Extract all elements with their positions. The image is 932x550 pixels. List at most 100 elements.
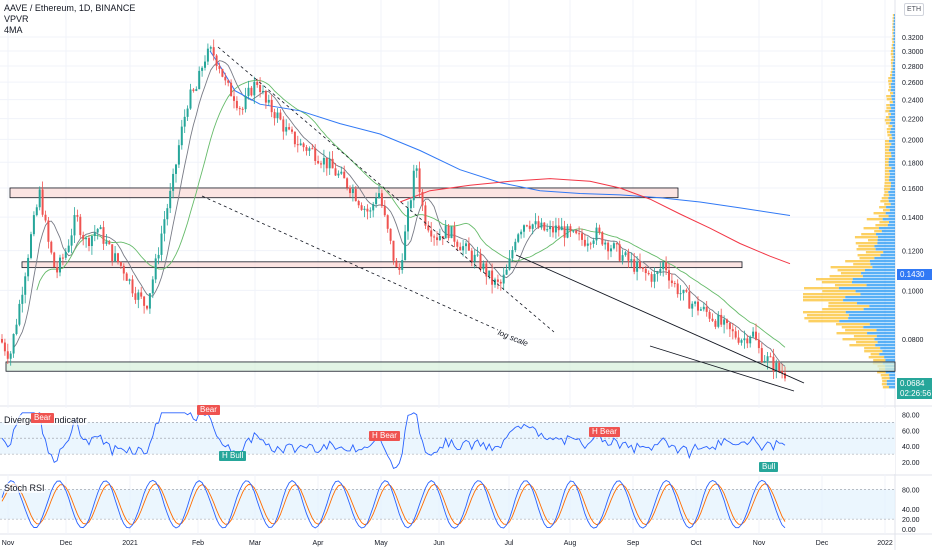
candle <box>334 168 337 176</box>
candle <box>172 173 175 191</box>
candle <box>728 323 731 330</box>
volume-bar-down <box>828 302 858 305</box>
volume-bar-up <box>845 311 895 314</box>
candle <box>499 281 502 284</box>
volume-bar-down <box>882 386 889 389</box>
symbol-title[interactable]: AAVE / Ethereum, 1D, BINANCE <box>4 3 136 13</box>
volume-bar-down <box>855 242 878 245</box>
indicator-4ma[interactable]: 4MA <box>4 25 23 35</box>
moving-averages <box>13 50 791 367</box>
candle <box>9 353 12 359</box>
volume-bar-down <box>883 188 891 191</box>
volume-bar-up <box>890 83 895 86</box>
candle <box>656 272 659 275</box>
volume-bar-up <box>889 104 895 107</box>
candle <box>311 148 314 150</box>
volume-bar-down <box>890 53 894 56</box>
volume-bar-down <box>857 254 881 257</box>
volume-bar-up <box>892 71 895 74</box>
signal-hbull: H Bull <box>219 451 247 461</box>
volume-bar-up <box>880 347 895 350</box>
candle <box>102 227 105 244</box>
volume-bar-down <box>837 269 865 272</box>
candle <box>372 204 375 211</box>
zone-box <box>5 361 896 372</box>
candle <box>125 273 128 281</box>
price-tick: 0.1200 <box>902 249 924 256</box>
candle <box>201 67 204 71</box>
volume-bar-up <box>863 308 895 311</box>
candle <box>53 252 56 268</box>
candle <box>230 82 233 97</box>
candle <box>253 81 256 96</box>
volume-bar-down <box>803 293 861 296</box>
volume-bar-down <box>892 29 894 32</box>
candle <box>528 225 531 229</box>
stoch-rsi-pane-title[interactable]: Stoch RSI <box>4 483 45 493</box>
rsi-tick: 20.00 <box>902 460 920 467</box>
candle <box>35 207 38 216</box>
volume-bar-up <box>843 299 895 302</box>
candle <box>375 197 378 205</box>
candle <box>24 276 27 295</box>
chart-legend: AAVE / Ethereum, 1D, BINANCE VPVR 4MA <box>4 3 135 36</box>
volume-bar-up <box>893 53 895 56</box>
currency-button[interactable]: ETH <box>904 3 924 16</box>
signal-bull: Bull <box>759 462 779 472</box>
candle <box>505 269 508 275</box>
candle <box>720 314 723 325</box>
volume-bar-up <box>884 356 895 359</box>
candle <box>673 283 676 285</box>
volume-bar-down <box>879 206 887 209</box>
volume-bar-down <box>864 347 881 350</box>
volume-bar-up <box>885 359 895 362</box>
candle <box>44 214 47 221</box>
volume-bar-up <box>874 245 895 248</box>
volume-bar-up <box>889 116 895 119</box>
candle <box>731 329 734 332</box>
candle <box>204 61 206 68</box>
candle <box>447 225 450 239</box>
volume-bar-up <box>888 200 895 203</box>
volume-bar-up <box>892 137 895 140</box>
candle <box>488 270 491 277</box>
volume-bar-down <box>808 320 840 323</box>
candle <box>607 242 610 252</box>
candle <box>140 292 143 297</box>
volume-bar-down <box>887 134 892 137</box>
volume-bar-up <box>889 194 895 197</box>
candle <box>177 145 180 165</box>
stoch-tick: 20.00 <box>902 517 920 524</box>
candle <box>244 95 247 110</box>
volume-bar-down <box>884 185 891 188</box>
candle <box>749 336 752 344</box>
volume-bar-up <box>885 371 895 374</box>
volume-bar-down <box>884 167 892 170</box>
candle <box>679 293 682 295</box>
volume-bar-down <box>830 266 873 269</box>
volume-bar-up <box>891 98 895 101</box>
candle <box>589 243 592 245</box>
time-tick: Mar <box>249 540 262 547</box>
price-tick: 0.2200 <box>902 117 924 124</box>
candle <box>769 356 772 358</box>
indicator-vpvr[interactable]: VPVR <box>4 14 29 24</box>
candle <box>438 235 441 241</box>
candle <box>757 339 760 349</box>
volume-bar-down <box>891 56 894 59</box>
candle <box>778 362 781 372</box>
candle <box>525 225 528 227</box>
volume-bar-up <box>861 272 895 275</box>
candle <box>238 108 241 110</box>
volume-bar-up <box>857 302 895 305</box>
volume-bar-up <box>876 233 895 236</box>
volume-bar-down <box>886 104 890 107</box>
candle <box>378 193 380 198</box>
candle <box>665 262 668 271</box>
volume-bar-down <box>891 44 894 47</box>
candle <box>470 250 473 262</box>
volume-bar-up <box>870 263 895 266</box>
volume-bar-down <box>841 326 864 329</box>
candle <box>117 253 119 263</box>
